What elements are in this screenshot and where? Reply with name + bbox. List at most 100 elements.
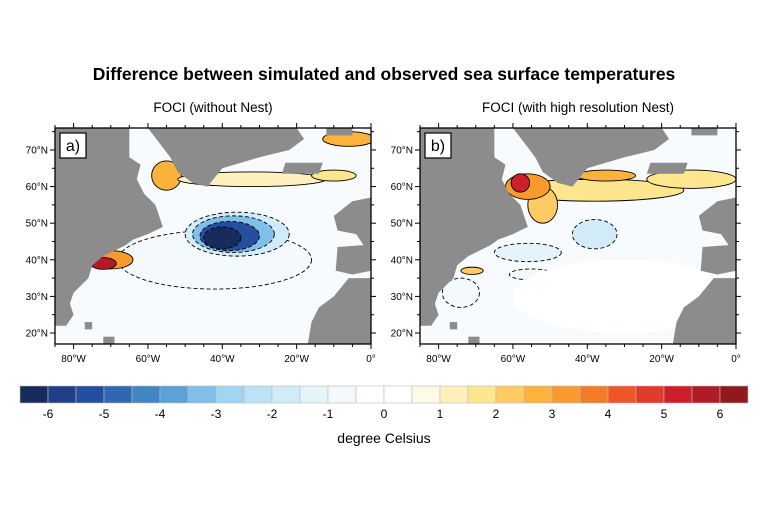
colorbar-tick-label: 0 <box>381 407 388 421</box>
y-tick-label: 70°N <box>26 145 48 156</box>
colorbar-box <box>607 385 637 404</box>
x-tick-label: 60°W <box>136 354 161 365</box>
sst-anomaly <box>512 259 736 334</box>
map-panel-a: 80°W 60°W 40°W 20°W 0° 20°N 30°N 40°N 50°N 60°N 70… <box>26 123 376 365</box>
contour-line <box>203 226 242 250</box>
land-mask <box>449 322 458 330</box>
contour-line <box>441 277 480 308</box>
colorbar: -6 -5 -4 -3 -2 -1 0 1 2 3 4 5 6 <box>19 385 749 421</box>
x-tick-label: 60°W <box>501 354 526 365</box>
colorbar-tick-label: -2 <box>267 407 278 421</box>
sst-anomaly <box>646 170 736 189</box>
sst-anomaly <box>203 226 241 249</box>
panel-a-title: FOCI (without Nest) <box>153 100 273 115</box>
x-tick-label: 20°W <box>284 354 309 365</box>
colorbar-box <box>439 385 469 404</box>
land-mask <box>281 162 323 174</box>
colorbar-tick-label: 1 <box>437 407 444 421</box>
sst-anomaly <box>511 173 530 193</box>
colorbar-box <box>159 385 189 404</box>
y-tick-label: 60°N <box>391 182 413 193</box>
land-mask <box>468 336 480 344</box>
panel-label-box <box>59 132 87 159</box>
sst-anomaly <box>151 160 182 191</box>
y-tick-label: 30°N <box>26 292 48 303</box>
colorbar-box <box>411 385 441 404</box>
contour-line <box>460 266 484 275</box>
contour-line <box>199 220 260 252</box>
colorbar-box <box>103 385 133 404</box>
colorbar-box <box>635 385 665 404</box>
y-tick-label: 60°N <box>26 182 48 193</box>
sst-anomaly <box>494 243 562 262</box>
colorbar-box <box>355 385 385 404</box>
colorbar-box <box>551 385 581 404</box>
colorbar-box <box>299 385 329 404</box>
land-mask <box>646 162 688 174</box>
x-tick-label: 80°W <box>61 354 86 365</box>
colorbar-box <box>495 385 525 404</box>
colorbar-tick-label: 5 <box>661 407 668 421</box>
x-tick-label: 0° <box>366 354 376 365</box>
y-tick-label: 20°N <box>26 329 48 340</box>
contour-line <box>493 242 562 263</box>
colorbar-box <box>663 385 693 404</box>
panel-b-title: FOCI (with high resolution Nest) <box>481 100 675 115</box>
x-tick-label: 40°W <box>575 354 600 365</box>
colorbar-tick-label: 4 <box>605 407 612 421</box>
map-frame <box>419 127 737 345</box>
colorbar-tick-label: 6 <box>717 407 724 421</box>
land-mask <box>84 322 93 330</box>
x-tick-label: 40°W <box>210 354 235 365</box>
land-mask <box>307 278 371 344</box>
x-tick-label: 0° <box>731 354 741 365</box>
map-frame <box>54 127 372 345</box>
contour-line <box>311 169 357 182</box>
colorbar-tick-label: 2 <box>493 407 500 421</box>
land-mask <box>55 128 163 326</box>
y-tick-label: 70°N <box>391 145 413 156</box>
colorbar-tick-label: -1 <box>323 407 334 421</box>
colorbar-tick-label: -3 <box>211 407 222 421</box>
colorbar-box <box>327 385 357 404</box>
land-mask <box>103 336 115 344</box>
colorbar-box <box>243 385 273 404</box>
y-tick-label: 50°N <box>26 219 48 230</box>
x-tick-label: 20°W <box>649 354 674 365</box>
colorbar-box <box>271 385 301 404</box>
land-mask <box>691 128 718 136</box>
colorbar-label: degree Celsius <box>337 430 431 446</box>
y-tick-label: 50°N <box>391 219 413 230</box>
y-tick-label: 20°N <box>391 329 413 340</box>
sst-anomaly <box>572 219 618 249</box>
y-tick-label: 30°N <box>391 292 413 303</box>
contour-line <box>192 215 275 253</box>
land-mask <box>420 128 528 326</box>
colorbar-box <box>719 385 749 404</box>
colorbar-tick-label: 3 <box>549 407 556 421</box>
y-tick-label: 40°N <box>26 255 48 266</box>
sst-anomaly <box>442 278 480 308</box>
colorbar-box <box>691 385 721 404</box>
figure-title: Difference between simulated and observe… <box>92 64 676 84</box>
contour-line <box>151 160 182 191</box>
y-tick-label: 40°N <box>391 255 413 266</box>
colorbar-tick-label: -4 <box>155 407 166 421</box>
panel-label: a) <box>66 138 80 155</box>
contour-line <box>571 219 618 250</box>
land-mask <box>698 197 736 275</box>
colorbar-box <box>467 385 497 404</box>
contour-line <box>510 173 531 193</box>
colorbar-tick-label: -5 <box>99 407 110 421</box>
contour-line <box>184 211 290 257</box>
map-panel-b: 80°W 60°W 40°W 20°W 0° 20°N 30°N 40°N 50°N 60°N 70… <box>391 123 741 365</box>
sst-anomaly <box>576 170 636 182</box>
land-mask <box>333 197 371 275</box>
land-mask <box>672 278 736 344</box>
colorbar-box <box>187 385 217 404</box>
colorbar-box <box>215 385 245 404</box>
colorbar-tick-label: -6 <box>43 407 54 421</box>
x-tick-label: 80°W <box>426 354 451 365</box>
colorbar-box <box>523 385 553 404</box>
colorbar-box <box>19 385 49 404</box>
